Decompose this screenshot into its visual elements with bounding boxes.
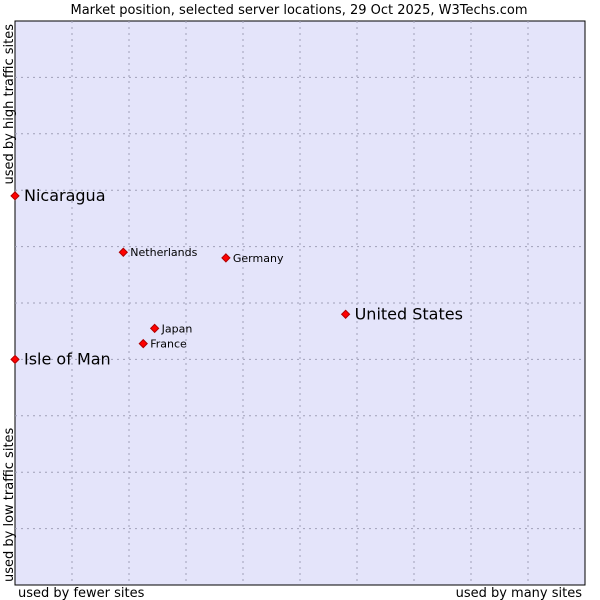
- point-netherlands: Netherlands: [118, 246, 198, 259]
- point-nicaragua: Nicaragua: [10, 186, 106, 205]
- point-france: France: [138, 338, 187, 351]
- point-label-japan: Japan: [161, 322, 193, 335]
- point-marker-nicaragua: [10, 191, 20, 201]
- point-label-netherlands: Netherlands: [130, 246, 197, 259]
- data-points: Nicaragua Netherlands Germany United States…: [10, 186, 463, 368]
- point-japan: Japan: [149, 322, 193, 335]
- x-axis-label-right: used by many sites: [456, 586, 583, 600]
- point-label-isle-of-man: Isle of Man: [24, 349, 111, 368]
- point-marker-germany: [221, 253, 231, 263]
- x-axis-label-left: used by fewer sites: [18, 586, 145, 600]
- point-united-states: United States: [340, 304, 463, 323]
- point-marker-france: [138, 338, 148, 349]
- y-axis-label-bottom: used by low traffic sites: [2, 427, 17, 582]
- point-label-united-states: United States: [355, 304, 463, 323]
- point-marker-japan: [149, 323, 160, 334]
- chart-title: Market position, selected server locatio…: [70, 3, 527, 18]
- point-label-france: France: [150, 338, 187, 351]
- point-label-nicaragua: Nicaragua: [24, 186, 106, 205]
- y-axis-label-top: used by high traffic sites: [2, 24, 17, 185]
- point-marker-isle-of-man: [10, 354, 20, 365]
- point-germany: Germany: [221, 252, 284, 265]
- point-label-germany: Germany: [233, 252, 284, 265]
- grid-lines: [15, 21, 585, 585]
- point-marker-united-states: [340, 309, 351, 319]
- point-isle-of-man: Isle of Man: [10, 349, 111, 368]
- point-marker-netherlands: [118, 247, 129, 257]
